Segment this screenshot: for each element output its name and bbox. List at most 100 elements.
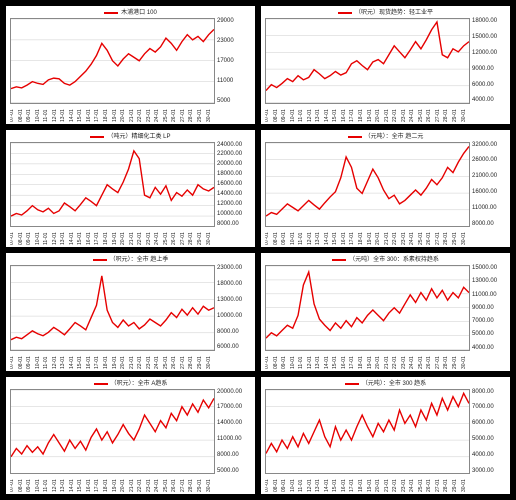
- data-line: [266, 22, 469, 91]
- legend-swatch: [338, 12, 352, 14]
- y-tick-label: 11000.00: [472, 292, 508, 298]
- y-tick-label: 17000.00: [217, 404, 253, 410]
- y-tick-label: 24000.00: [217, 142, 253, 148]
- chart-svg: [266, 266, 469, 350]
- plot-wrap: 15000.0013000.0011000.009000.007000.0050…: [263, 265, 508, 369]
- plot-area: [265, 142, 470, 228]
- y-tick-label: 4000.00: [472, 345, 508, 351]
- y-tick-label: 9000.00: [472, 305, 508, 311]
- y-axis: 18000.0015000.0012000.009000.006000.0040…: [470, 18, 508, 104]
- y-tick-label: 29000: [217, 18, 253, 24]
- y-tick-label: 5000.00: [472, 331, 508, 337]
- chart-panel-6: （呎元）：全市 A趋系20000.0017000.0014000.0011000…: [6, 377, 255, 495]
- chart-title-text: （元吨）：全市 趋二元: [365, 132, 424, 142]
- legend-swatch: [93, 259, 107, 261]
- plot-area: [265, 18, 470, 104]
- x-tick-label: 30-01: [462, 104, 470, 122]
- chart-title-text: （呎元）：全市 趋上季: [110, 255, 169, 265]
- y-tick-label: 7000.00: [472, 404, 508, 410]
- plot-area: [10, 142, 215, 228]
- chart-svg: [11, 143, 214, 227]
- y-tick-label: 8000.00: [217, 452, 253, 458]
- chart-title: （呎元）现货趋势：轻工业平: [263, 8, 508, 18]
- legend-swatch: [332, 259, 346, 261]
- x-tick-label: 30-01: [462, 474, 470, 492]
- y-tick-label: 11000: [217, 78, 253, 84]
- chart-title: （元吨）全市 300：系素权持趋系: [263, 255, 508, 265]
- y-axis: 29000 23000 17000 11000 5000: [215, 18, 253, 104]
- legend-swatch: [345, 383, 359, 385]
- y-tick-label: 4000.00: [472, 452, 508, 458]
- y-tick-label: 8000.00: [472, 221, 508, 227]
- y-tick-label: 7000.00: [472, 318, 508, 324]
- y-tick-label: 16000.00: [217, 181, 253, 187]
- data-line: [266, 272, 469, 338]
- chart-panel-3: （元吨）：全市 趋二元32000.0026000.0021000.0016000…: [261, 130, 510, 248]
- y-tick-label: 21000.00: [472, 173, 508, 179]
- chart-title: （吨元）精细化工类 LP: [8, 132, 253, 142]
- plot-area: [10, 389, 215, 475]
- x-axis: 07-0108-0109-0110-0111-0112-0113-0114-01…: [265, 474, 470, 492]
- chart-panel-2: （吨元）精细化工类 LP24000.0022000.0020000.001800…: [6, 130, 255, 248]
- chart-panel-7: （元吨）：全市 300 趋系 8000.00 7000.00 6000.00 5000.…: [261, 377, 510, 495]
- y-tick-label: 8000.00: [217, 221, 253, 227]
- y-tick-label: 17000: [217, 58, 253, 64]
- y-tick-label: 12000.00: [217, 201, 253, 207]
- chart-panel-5: （元吨）全市 300：系素权持趋系15000.0013000.0011000.0…: [261, 253, 510, 371]
- chart-title-text: （呎元）：全市 A趋系: [111, 379, 168, 389]
- chart-title: （呎元）：全市 A趋系: [8, 379, 253, 389]
- chart-grid: 木浦港口 10029000230001700011000500007-0108-…: [0, 0, 516, 500]
- chart-title-text: （呎元）现货趋势：轻工业平: [355, 8, 433, 18]
- x-tick-label: 30-01: [462, 227, 470, 245]
- y-tick-label: 10000.00: [217, 211, 253, 217]
- chart-title: （元吨）：全市 趋二元: [263, 132, 508, 142]
- plot-wrap: 24000.0022000.0020000.0018000.0016000.00…: [8, 142, 253, 246]
- y-tick-label: 18000.00: [217, 281, 253, 287]
- y-tick-label: 13000.00: [472, 278, 508, 284]
- chart-svg: [11, 266, 214, 350]
- y-axis: 23000.0018000.0013000.0010000.008000.006…: [215, 265, 253, 351]
- chart-panel-0: 木浦港口 100 29000 23000 17000 11000 500007-0108-…: [6, 6, 255, 124]
- chart-title-text: （元吨）：全市 300 趋系: [362, 379, 426, 389]
- chart-svg: [266, 19, 469, 103]
- y-axis: 15000.0013000.0011000.009000.007000.0050…: [470, 265, 508, 351]
- plot-wrap: 29000 23000 17000 11000 500007-0108-0109-011…: [8, 18, 253, 122]
- chart-title-text: 木浦港口 100: [121, 8, 157, 18]
- x-axis: 07-0108-0109-0110-0111-0112-0113-0114-01…: [10, 104, 215, 122]
- y-axis: 8000.007000.006000.005000.004000.003000.…: [470, 389, 508, 475]
- y-tick-label: 26000.00: [472, 157, 508, 163]
- y-tick-label: 8000.00: [472, 389, 508, 395]
- y-axis: 24000.0022000.0020000.0018000.0016000.00…: [215, 142, 253, 228]
- legend-swatch: [348, 136, 362, 138]
- x-tick-label: 30-01: [207, 227, 215, 245]
- y-tick-label: 20000.00: [217, 161, 253, 167]
- plot-area: [265, 389, 470, 475]
- y-tick-label: 5000: [217, 98, 253, 104]
- chart-title-text: （吨元）精细化工类 LP: [107, 132, 170, 142]
- y-tick-label: 13000.00: [217, 297, 253, 303]
- x-axis: 07-0108-0109-0110-0111-0112-0113-0114-01…: [265, 104, 470, 122]
- y-tick-label: 14000.00: [217, 420, 253, 426]
- chart-title: （元吨）：全市 300 趋系: [263, 379, 508, 389]
- data-line: [11, 29, 214, 88]
- chart-panel-4: （呎元）：全市 趋上季23000.0018000.0013000.0010000…: [6, 253, 255, 371]
- data-line: [11, 398, 214, 456]
- y-tick-label: 22000.00: [217, 151, 253, 157]
- chart-svg: [11, 390, 214, 474]
- x-axis: 07-0108-0109-0110-0111-0112-0113-0114-01…: [265, 351, 470, 369]
- plot-wrap: 20000.0017000.0014000.0011000.008000.005…: [8, 389, 253, 493]
- chart-title-text: （元吨）全市 300：系素权持趋系: [349, 255, 439, 265]
- plot-wrap: 32000.0026000.0021000.0016000.0011000.00…: [263, 142, 508, 246]
- y-tick-label: 23000: [217, 38, 253, 44]
- data-line: [11, 150, 214, 215]
- chart-svg: [11, 19, 214, 103]
- y-tick-label: 23000.00: [217, 265, 253, 271]
- y-tick-label: 5000.00: [472, 436, 508, 442]
- y-tick-label: 6000.00: [472, 420, 508, 426]
- chart-panel-1: （呎元）现货趋势：轻工业平 18000.0015000.0012000.00900…: [261, 6, 510, 124]
- y-tick-label: 14000.00: [217, 191, 253, 197]
- x-tick-label: 30-01: [207, 474, 215, 492]
- legend-swatch: [94, 383, 108, 385]
- y-tick-label: 12000.00: [472, 50, 508, 56]
- x-axis: 07-0108-0109-0110-0111-0112-0113-0114-01…: [10, 227, 215, 245]
